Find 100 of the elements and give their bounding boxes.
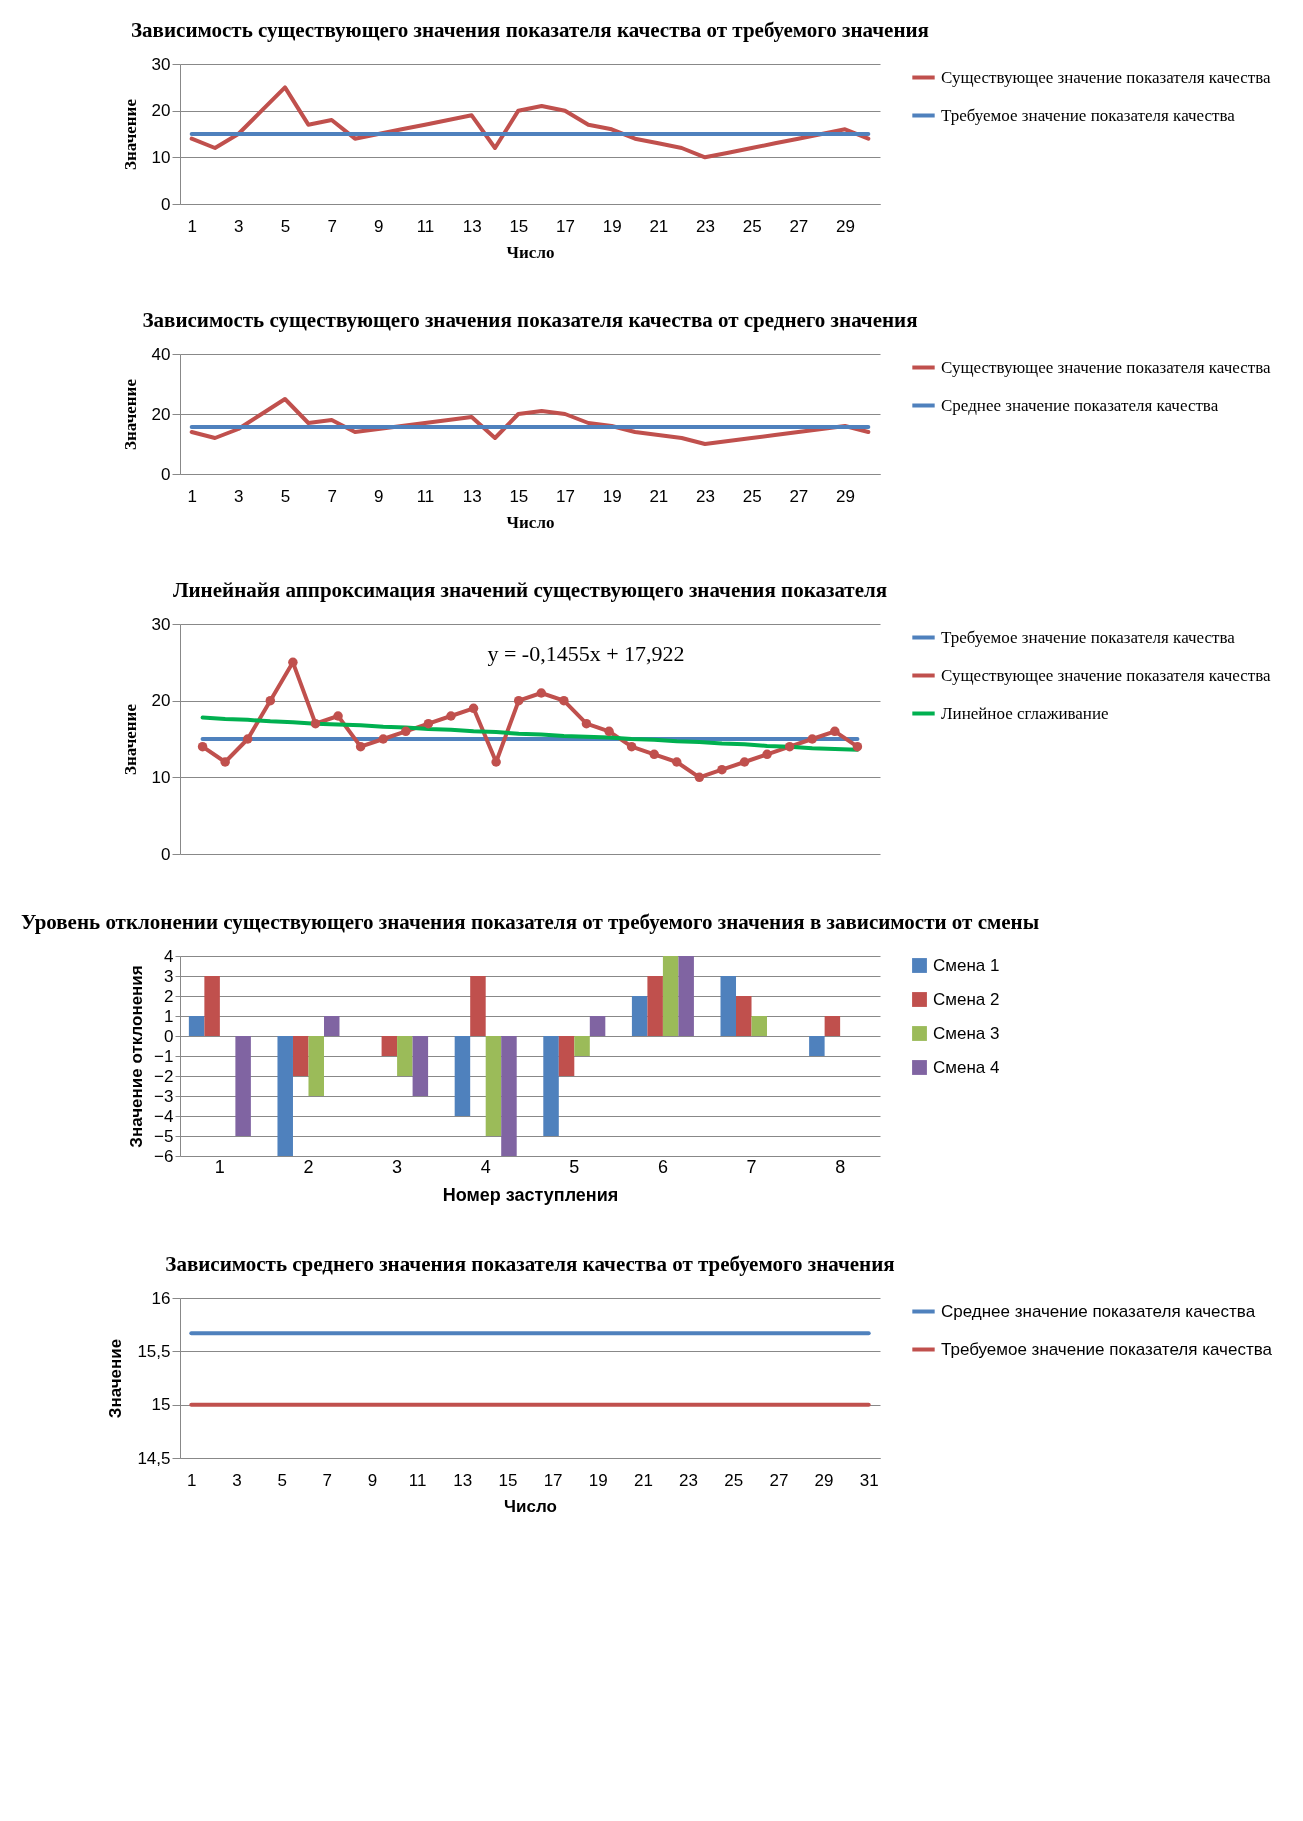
point — [536, 688, 547, 698]
point — [220, 757, 230, 767]
x-tick-label: 23 — [679, 1470, 699, 1490]
bar — [485, 1036, 502, 1136]
x-axis-title: Число — [506, 512, 555, 532]
chart-title: Зависимость среднего значения показателя качества от требуемого значения — [165, 1252, 895, 1276]
bar — [809, 1036, 825, 1056]
x-tick-label: 1 — [214, 1156, 225, 1177]
legend-label: Требуемое значение показателя качества — [941, 627, 1236, 647]
y-tick-label: 2 — [164, 986, 174, 1006]
point — [197, 741, 208, 752]
x-tick-label: 3 — [232, 1470, 242, 1490]
bar — [631, 996, 648, 1036]
y-tick-label: 0 — [161, 194, 171, 214]
point — [694, 772, 705, 783]
y-tick-label: 16 — [151, 1288, 171, 1308]
point — [491, 757, 501, 767]
chart-title: Уровень отклонении существующего значения показателя от требуемого значения в зависимости от смены — [20, 910, 1040, 934]
legend-label: Линейное сглаживание — [941, 703, 1109, 723]
x-tick-label: 9 — [367, 1470, 378, 1490]
bar — [736, 996, 752, 1036]
bar — [678, 956, 694, 1036]
point — [762, 749, 772, 760]
y-tick-label: 14,5 — [137, 1448, 171, 1468]
bar — [501, 1036, 517, 1156]
x-tick-label: 25 — [742, 486, 762, 506]
y-tick-label: −5 — [154, 1126, 174, 1146]
x-tick-label: 5 — [280, 216, 291, 236]
x-tick-label: 27 — [789, 486, 809, 506]
y-tick-label: 1 — [164, 1006, 174, 1026]
y-tick-label: 20 — [151, 691, 171, 711]
bar — [308, 1036, 324, 1096]
bar — [397, 1036, 413, 1076]
x-tick-label: 17 — [556, 486, 575, 506]
y-tick-label: 15,5 — [137, 1341, 171, 1361]
legend-label: Существующее значение показателя качества — [941, 665, 1271, 685]
point — [739, 757, 750, 767]
legend-label: Существующее значение показателя качества — [941, 357, 1271, 377]
bar — [662, 956, 679, 1036]
x-tick-label: 5 — [569, 1156, 580, 1177]
x-axis-title: Число — [504, 1496, 557, 1516]
y-tick-label: 0 — [161, 844, 171, 864]
point — [830, 726, 840, 737]
x-tick-label: 31 — [859, 1470, 879, 1490]
chart-title: Зависимость существующего значения показателя качества от среднего значения — [142, 308, 918, 332]
y-tick-label: −1 — [154, 1046, 174, 1066]
bar — [574, 1036, 590, 1056]
x-tick-label: 9 — [374, 486, 384, 506]
x-tick-label: 17 — [543, 1470, 563, 1490]
x-tick-label: 4 — [480, 1156, 491, 1177]
x-tick-label: 3 — [392, 1156, 403, 1177]
bar — [323, 1016, 340, 1036]
bar — [292, 1036, 309, 1076]
legend-label: Смена 3 — [933, 1023, 1000, 1043]
x-tick-label: 15 — [509, 486, 529, 506]
x-tick-label: 11 — [408, 1470, 427, 1490]
point — [378, 734, 388, 744]
bar — [589, 1016, 606, 1036]
legend-label: Среднее значение показателя качества — [941, 395, 1219, 415]
x-tick-label: 13 — [453, 1470, 473, 1490]
x-tick-label: 19 — [602, 216, 622, 236]
x-tick-label: 15 — [498, 1470, 518, 1490]
legend-label: Смена 1 — [933, 955, 1000, 975]
legend-label: Смена 4 — [933, 1057, 1000, 1077]
x-tick-label: 19 — [588, 1470, 608, 1490]
chart-title: Зависимость существующего значения показателя качества от требуемого значения — [131, 18, 929, 42]
x-tick-label: 15 — [509, 216, 529, 236]
x-tick-label: 13 — [462, 486, 482, 506]
x-tick-label: 2 — [303, 1156, 314, 1177]
x-tick-label: 7 — [746, 1156, 757, 1177]
x-tick-label: 13 — [462, 216, 482, 236]
x-tick-label: 19 — [602, 486, 622, 506]
bar — [824, 1016, 841, 1036]
bar — [720, 976, 737, 1036]
y-axis-title: Значение — [120, 703, 140, 775]
x-tick-label: 27 — [769, 1470, 789, 1490]
legend-label: Смена 2 — [933, 989, 1000, 1009]
x-tick-label: 29 — [836, 216, 855, 236]
y-tick-label: 20 — [151, 101, 171, 121]
point — [310, 718, 321, 729]
bar — [751, 1016, 768, 1036]
y-tick-label: 20 — [151, 404, 171, 424]
point — [717, 764, 727, 775]
y-tick-label: 15 — [151, 1395, 171, 1415]
y-tick-label: −6 — [154, 1146, 174, 1166]
x-axis-title: Номер заступления — [442, 1184, 619, 1205]
point — [446, 711, 456, 721]
y-tick-label: 10 — [151, 147, 171, 167]
y-tick-label: 40 — [151, 344, 171, 364]
x-tick-label: 9 — [374, 216, 384, 236]
x-tick-label: 6 — [657, 1156, 668, 1177]
y-axis-title: Значение — [120, 378, 140, 450]
x-tick-label: 11 — [416, 486, 435, 506]
y-axis-title: Значение — [106, 1338, 126, 1419]
point — [243, 734, 253, 744]
bar — [543, 1036, 559, 1136]
x-tick-label: 7 — [322, 1470, 333, 1490]
y-axis-title: Значение — [120, 98, 140, 170]
y-tick-label: −3 — [154, 1086, 174, 1106]
annotation: y = -0,1455x + 17,922 — [487, 640, 685, 666]
